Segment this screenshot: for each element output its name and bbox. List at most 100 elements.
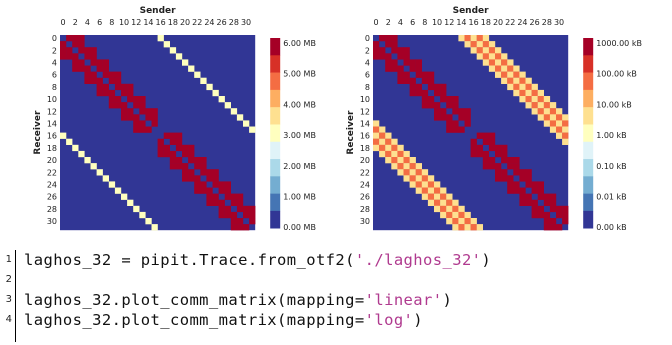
x-tick-label: 12 bbox=[444, 18, 454, 27]
code-line: 3 laghos_32.plot_comm_matrix(mapping='li… bbox=[0, 290, 660, 310]
heatmap-cell bbox=[562, 120, 569, 127]
heatmap-cell bbox=[391, 163, 398, 170]
heatmap-cell bbox=[163, 41, 170, 48]
heatmap-cell bbox=[549, 224, 557, 231]
colorbar-segment bbox=[270, 107, 281, 125]
heatmap-cell bbox=[108, 181, 116, 188]
chart-title: Sender bbox=[453, 6, 490, 16]
code-line: 4 laghos_32.plot_comm_matrix(mapping='lo… bbox=[0, 310, 660, 330]
x-tick-label: 6 bbox=[97, 18, 102, 27]
heatmap-cell bbox=[464, 224, 471, 231]
heatmap-cell bbox=[145, 218, 152, 225]
heatmap-cell bbox=[133, 102, 140, 109]
code-text: laghos_32.plot_comm_matrix(mapping='line… bbox=[24, 291, 453, 309]
heatmap-cell bbox=[421, 77, 429, 84]
heatmap-cell bbox=[421, 181, 429, 188]
heatmap-cell bbox=[385, 132, 392, 139]
heatmap-cell bbox=[415, 181, 422, 188]
heatmap-cell bbox=[476, 53, 483, 60]
heatmap-cell bbox=[194, 187, 201, 194]
x-tick-label: 28 bbox=[229, 18, 239, 27]
heatmap-cell bbox=[464, 108, 471, 115]
heatmap-cell bbox=[562, 126, 569, 133]
heatmap-cell bbox=[60, 53, 67, 60]
heatmap-cell bbox=[543, 108, 551, 115]
heatmap-cell bbox=[121, 108, 128, 115]
code-text: laghos_32.plot_comm_matrix(mapping='log'… bbox=[24, 311, 424, 329]
x-tick-label: 2 bbox=[386, 18, 391, 27]
heatmap-cell bbox=[488, 65, 496, 72]
heatmap-cell bbox=[96, 89, 103, 97]
heatmap-cell bbox=[427, 77, 435, 84]
heatmap-cell bbox=[114, 102, 122, 109]
y-tick-label: 8 bbox=[365, 83, 370, 92]
heatmap-cell bbox=[537, 108, 544, 115]
heatmap-cell bbox=[169, 157, 177, 164]
heatmap-cell bbox=[525, 193, 532, 200]
heatmap-cell bbox=[421, 187, 429, 194]
heatmap-cell bbox=[525, 83, 532, 91]
heatmap-cell bbox=[501, 71, 508, 78]
heatmap-cell bbox=[114, 96, 122, 103]
x-tick-label: 8 bbox=[422, 18, 427, 27]
heatmap-cell bbox=[243, 211, 250, 219]
heatmap-cell bbox=[519, 77, 526, 84]
heatmap-cell bbox=[127, 199, 134, 206]
heatmap-cell bbox=[60, 41, 67, 48]
heatmap-cell bbox=[452, 211, 459, 219]
heatmap-cell bbox=[403, 71, 410, 78]
heatmap-cell bbox=[556, 120, 563, 127]
heatmap-cell bbox=[440, 187, 447, 194]
heatmap-cell bbox=[403, 163, 410, 170]
chart-title: Sender bbox=[140, 6, 177, 16]
heatmap-cell bbox=[415, 65, 422, 72]
heatmap-cell bbox=[84, 65, 91, 72]
heatmap-cell bbox=[127, 114, 134, 121]
heatmap-cell bbox=[182, 169, 189, 176]
heatmap-cell bbox=[397, 71, 404, 78]
heatmap-cell bbox=[427, 193, 435, 200]
heatmap-cell bbox=[102, 65, 109, 72]
heatmap-cell bbox=[194, 157, 201, 164]
heatmap-cell bbox=[102, 83, 109, 91]
colorbar-segment bbox=[270, 176, 281, 194]
colorbar-label: 2.00 MB bbox=[283, 162, 316, 171]
y-tick-label: 22 bbox=[360, 168, 370, 177]
heatmap-cell bbox=[537, 187, 544, 194]
heatmap-cell bbox=[464, 35, 471, 42]
heatmap-cell bbox=[108, 96, 116, 103]
y-tick-label: 18 bbox=[360, 144, 370, 153]
heatmap-cell bbox=[507, 181, 514, 188]
heatmap-cell bbox=[488, 144, 496, 152]
line-number: 1 bbox=[5, 254, 12, 265]
heatmap-cell bbox=[513, 169, 520, 176]
heatmap-cell bbox=[427, 181, 435, 188]
heatmap-cell bbox=[525, 102, 532, 109]
heatmap-cell bbox=[495, 144, 502, 152]
heatmap-cell bbox=[175, 144, 183, 152]
heatmap-cell bbox=[543, 224, 551, 231]
heatmap-cell bbox=[373, 120, 380, 127]
heatmap-cell bbox=[90, 77, 97, 84]
heatmap-cell bbox=[452, 224, 459, 231]
heatmap-cell bbox=[482, 59, 490, 66]
colorbar-segment bbox=[583, 89, 594, 108]
heatmap-cell bbox=[543, 114, 551, 121]
heatmap-cell bbox=[373, 53, 380, 60]
heatmap-cell bbox=[507, 59, 514, 66]
heatmap-cell bbox=[434, 114, 441, 121]
y-tick-label: 4 bbox=[365, 58, 370, 67]
heatmap-cell bbox=[482, 150, 490, 158]
heatmap-background bbox=[60, 35, 256, 231]
heatmap-cell bbox=[96, 169, 103, 176]
heatmap-cell bbox=[188, 150, 195, 158]
heatmap-cell bbox=[513, 77, 520, 84]
colorbar-segment bbox=[583, 193, 594, 212]
heatmap-cell bbox=[446, 218, 453, 225]
x-tick-label: 4 bbox=[85, 18, 90, 27]
heatmap-cell bbox=[194, 181, 201, 188]
heatmap-cell bbox=[409, 181, 416, 188]
heatmap-cell bbox=[452, 102, 459, 109]
x-tick-label: 20 bbox=[493, 18, 503, 27]
heatmap-cell bbox=[501, 169, 508, 176]
